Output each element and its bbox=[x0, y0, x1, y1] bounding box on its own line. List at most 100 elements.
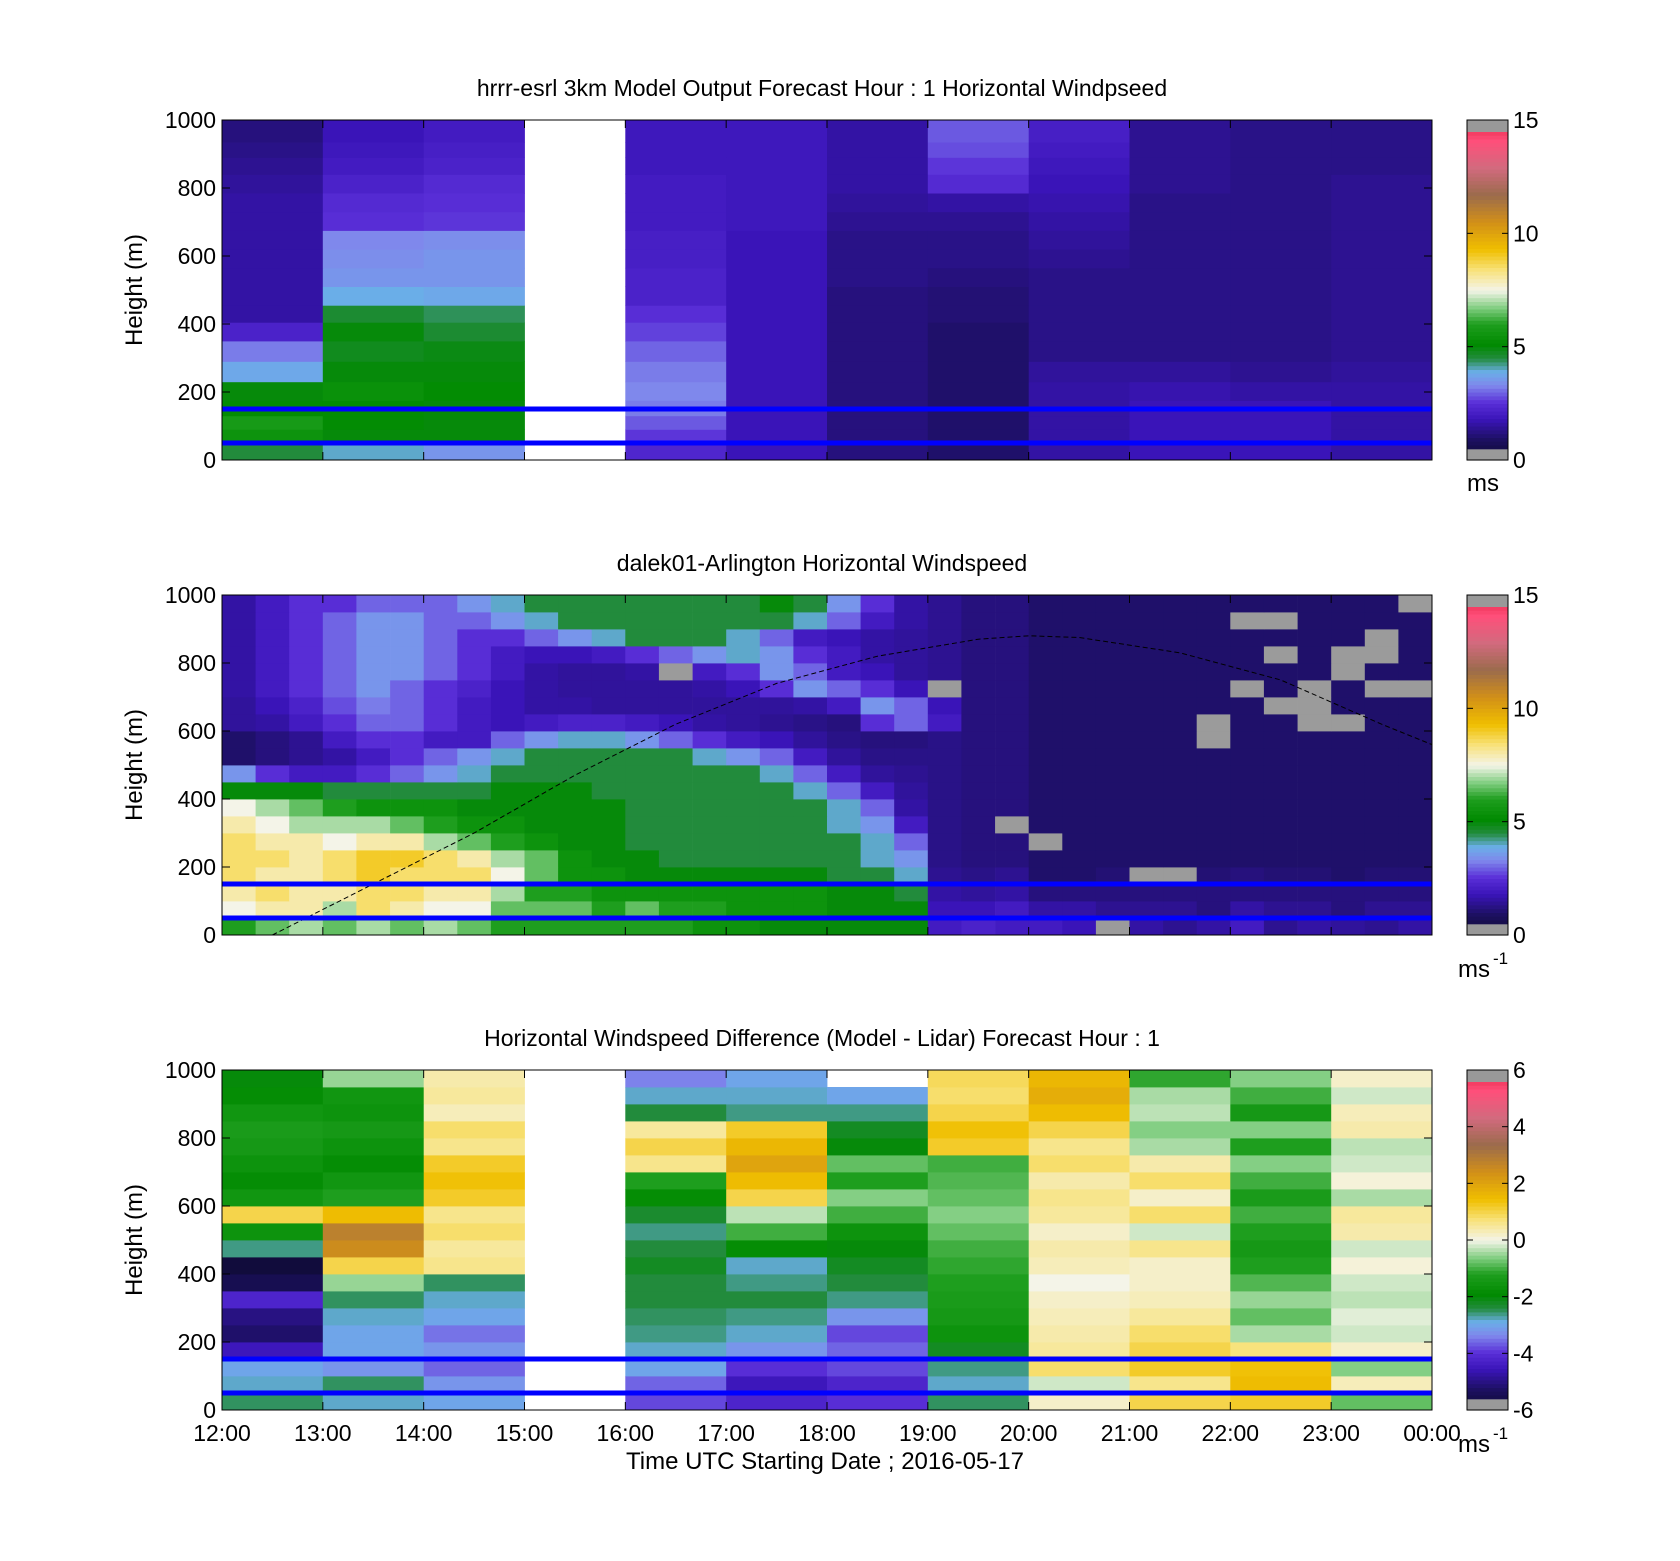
heatmap-cell bbox=[1230, 174, 1332, 194]
colorbar-segment bbox=[1467, 731, 1508, 736]
heatmap-cell bbox=[1028, 901, 1063, 919]
heatmap-cell bbox=[726, 748, 761, 766]
heatmap-cell bbox=[558, 782, 593, 800]
colorbar-segment bbox=[1467, 346, 1508, 352]
colorbar-segment bbox=[1467, 369, 1508, 374]
heatmap-cell bbox=[1230, 157, 1332, 175]
heatmap-cell bbox=[1028, 1308, 1130, 1326]
heatmap-cell bbox=[692, 663, 727, 681]
heatmap-cell bbox=[658, 680, 693, 698]
heatmap-cell bbox=[1331, 782, 1366, 800]
heatmap-cell bbox=[356, 697, 391, 715]
heatmap-cell bbox=[356, 595, 391, 613]
heatmap-cell bbox=[1263, 595, 1298, 613]
heatmap-cell bbox=[255, 867, 290, 885]
heatmap-cell bbox=[1230, 361, 1332, 383]
heatmap-cell bbox=[1331, 1155, 1433, 1173]
heatmap-cell bbox=[1331, 663, 1366, 681]
heatmap-cell bbox=[1028, 120, 1130, 143]
heatmap-cell bbox=[255, 680, 290, 698]
heatmap-cell bbox=[1230, 663, 1265, 681]
heatmap-cell bbox=[692, 680, 727, 698]
colorbar-segment bbox=[1467, 738, 1508, 743]
heatmap-cell bbox=[1230, 286, 1332, 306]
heatmap-cell bbox=[995, 714, 1030, 732]
heatmap-cell bbox=[1095, 816, 1130, 834]
heatmap-cell bbox=[1095, 918, 1130, 936]
heatmap-cell bbox=[558, 629, 593, 647]
heatmap-cell bbox=[1196, 646, 1231, 664]
colorbar-segment bbox=[1467, 1104, 1508, 1109]
heatmap-cell bbox=[692, 850, 727, 868]
y-tick-label: 0 bbox=[203, 447, 216, 473]
heatmap-cell bbox=[1129, 612, 1164, 630]
heatmap-cell bbox=[827, 1155, 929, 1173]
heatmap-cell bbox=[927, 1189, 1029, 1207]
heatmap-cell bbox=[558, 901, 593, 919]
heatmap-cell bbox=[322, 1274, 424, 1292]
heatmap-cell bbox=[1331, 1138, 1433, 1156]
heatmap-cell bbox=[827, 322, 929, 342]
heatmap-cell bbox=[692, 816, 727, 834]
heatmap-cell bbox=[423, 120, 525, 143]
colorbar-segment bbox=[1467, 1353, 1508, 1358]
heatmap-cell bbox=[1062, 833, 1097, 851]
heatmap-cell bbox=[1028, 850, 1063, 868]
colorbar-segment bbox=[1467, 685, 1508, 691]
heatmap-cell bbox=[423, 1155, 525, 1173]
heatmap-cell bbox=[558, 748, 593, 766]
heatmap-cell bbox=[1297, 612, 1332, 630]
heatmap-cell bbox=[1364, 884, 1399, 902]
colorbar-segment bbox=[1467, 350, 1508, 355]
heatmap-cell bbox=[726, 663, 761, 681]
colorbar-segment bbox=[1467, 644, 1508, 649]
heatmap-cell bbox=[1062, 884, 1097, 902]
heatmap-cell bbox=[322, 429, 424, 443]
heatmap-cell bbox=[894, 782, 929, 800]
heatmap-cell bbox=[524, 595, 559, 613]
heatmap-cell bbox=[1095, 884, 1130, 902]
heatmap-cell bbox=[1297, 731, 1332, 749]
heatmap-cell bbox=[827, 193, 929, 213]
heatmap-cell bbox=[1398, 850, 1433, 868]
heatmap-cell bbox=[423, 1359, 525, 1377]
heatmap-cell bbox=[255, 901, 290, 919]
heatmap-cell bbox=[1163, 765, 1198, 783]
heatmap-cell bbox=[390, 714, 425, 732]
heatmap-cell bbox=[961, 748, 996, 766]
heatmap-cell bbox=[255, 731, 290, 749]
heatmap-cell bbox=[726, 697, 761, 715]
heatmap-cell bbox=[1230, 1087, 1332, 1105]
heatmap-cell bbox=[591, 680, 626, 698]
heatmap-cell bbox=[860, 782, 895, 800]
colorbar-segment bbox=[1467, 233, 1508, 238]
colorbar-segment bbox=[1467, 753, 1508, 759]
heatmap-cell bbox=[1129, 1393, 1231, 1411]
panel-3-axes: 0 200 400 600 800 1000 12:00 13:00 14:00 15:00 16:… bbox=[165, 1057, 1461, 1446]
heatmap-cell bbox=[255, 714, 290, 732]
heatmap-cell bbox=[894, 697, 929, 715]
heatmap-cell bbox=[927, 120, 1029, 143]
heatmap-cell bbox=[1331, 867, 1366, 885]
colorbar-segment bbox=[1467, 780, 1508, 785]
heatmap-cell bbox=[222, 230, 324, 250]
heatmap-cell bbox=[1028, 765, 1063, 783]
heatmap-cell bbox=[1331, 1223, 1433, 1241]
heatmap-cell bbox=[793, 680, 828, 698]
heatmap-cell bbox=[1297, 833, 1332, 851]
heatmap-cell bbox=[1028, 341, 1130, 362]
heatmap-cell bbox=[658, 918, 693, 936]
colorbar-segment bbox=[1467, 1266, 1508, 1271]
heatmap-cell bbox=[1028, 833, 1063, 851]
heatmap-cell bbox=[995, 612, 1030, 630]
heatmap-cell bbox=[322, 748, 357, 766]
heatmap-cell bbox=[1331, 1070, 1433, 1088]
heatmap-cell bbox=[625, 1155, 727, 1173]
heatmap-cell bbox=[658, 714, 693, 732]
heatmap-cell bbox=[759, 629, 794, 647]
heatmap-cell bbox=[961, 595, 996, 613]
heatmap-cell bbox=[356, 782, 391, 800]
heatmap-cell bbox=[222, 1155, 324, 1173]
heatmap-cell bbox=[827, 1138, 929, 1156]
heatmap-cell bbox=[1129, 697, 1164, 715]
